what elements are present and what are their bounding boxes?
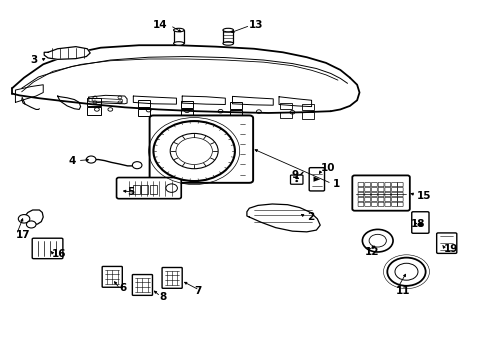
Text: 10: 10 <box>321 163 335 173</box>
Ellipse shape <box>223 42 233 45</box>
FancyBboxPatch shape <box>308 168 324 191</box>
FancyBboxPatch shape <box>102 266 122 287</box>
Circle shape <box>295 177 298 179</box>
Ellipse shape <box>173 28 184 32</box>
FancyBboxPatch shape <box>411 212 428 233</box>
Polygon shape <box>44 47 90 59</box>
Circle shape <box>386 258 425 286</box>
FancyBboxPatch shape <box>32 238 63 259</box>
Bar <box>280 112 292 118</box>
Circle shape <box>417 222 423 226</box>
Text: 6: 6 <box>119 283 126 293</box>
Bar <box>223 30 233 44</box>
Bar <box>138 109 150 116</box>
Text: 2: 2 <box>306 212 313 222</box>
Bar <box>133 185 139 194</box>
Text: 3: 3 <box>30 55 38 65</box>
Circle shape <box>86 156 96 163</box>
Bar <box>302 104 313 110</box>
Bar <box>87 98 101 106</box>
Ellipse shape <box>223 28 233 32</box>
Polygon shape <box>24 210 43 224</box>
Circle shape <box>153 121 234 181</box>
Text: 14: 14 <box>153 20 167 30</box>
Bar <box>181 109 193 117</box>
Circle shape <box>132 162 142 169</box>
Polygon shape <box>246 204 320 232</box>
Bar <box>173 30 184 44</box>
Bar <box>141 185 148 194</box>
Text: 8: 8 <box>159 292 166 302</box>
Text: 19: 19 <box>443 244 457 254</box>
FancyBboxPatch shape <box>436 233 456 253</box>
Circle shape <box>26 221 36 228</box>
Text: 5: 5 <box>127 187 134 197</box>
Circle shape <box>362 229 392 252</box>
Text: 15: 15 <box>416 191 430 201</box>
Bar <box>138 100 150 107</box>
Bar <box>230 102 242 109</box>
Bar <box>302 112 313 118</box>
Text: 7: 7 <box>194 286 201 296</box>
Bar <box>87 107 101 115</box>
Bar <box>181 101 193 108</box>
Text: 4: 4 <box>68 156 76 166</box>
Circle shape <box>295 180 298 182</box>
FancyBboxPatch shape <box>116 177 181 199</box>
Ellipse shape <box>173 42 184 45</box>
Polygon shape <box>313 176 320 182</box>
FancyBboxPatch shape <box>132 275 152 295</box>
FancyBboxPatch shape <box>149 116 253 183</box>
Text: 13: 13 <box>249 20 263 30</box>
Text: 11: 11 <box>395 286 409 296</box>
Text: 17: 17 <box>16 230 30 240</box>
Text: 12: 12 <box>365 247 379 257</box>
Bar <box>150 185 157 194</box>
Text: 9: 9 <box>291 170 298 180</box>
FancyBboxPatch shape <box>162 267 182 288</box>
FancyBboxPatch shape <box>290 175 303 184</box>
Text: 18: 18 <box>410 219 425 229</box>
FancyBboxPatch shape <box>351 175 409 211</box>
Text: 16: 16 <box>52 249 66 259</box>
Bar <box>280 103 292 109</box>
Text: 1: 1 <box>332 179 340 189</box>
Bar <box>230 110 242 117</box>
Circle shape <box>18 215 30 223</box>
